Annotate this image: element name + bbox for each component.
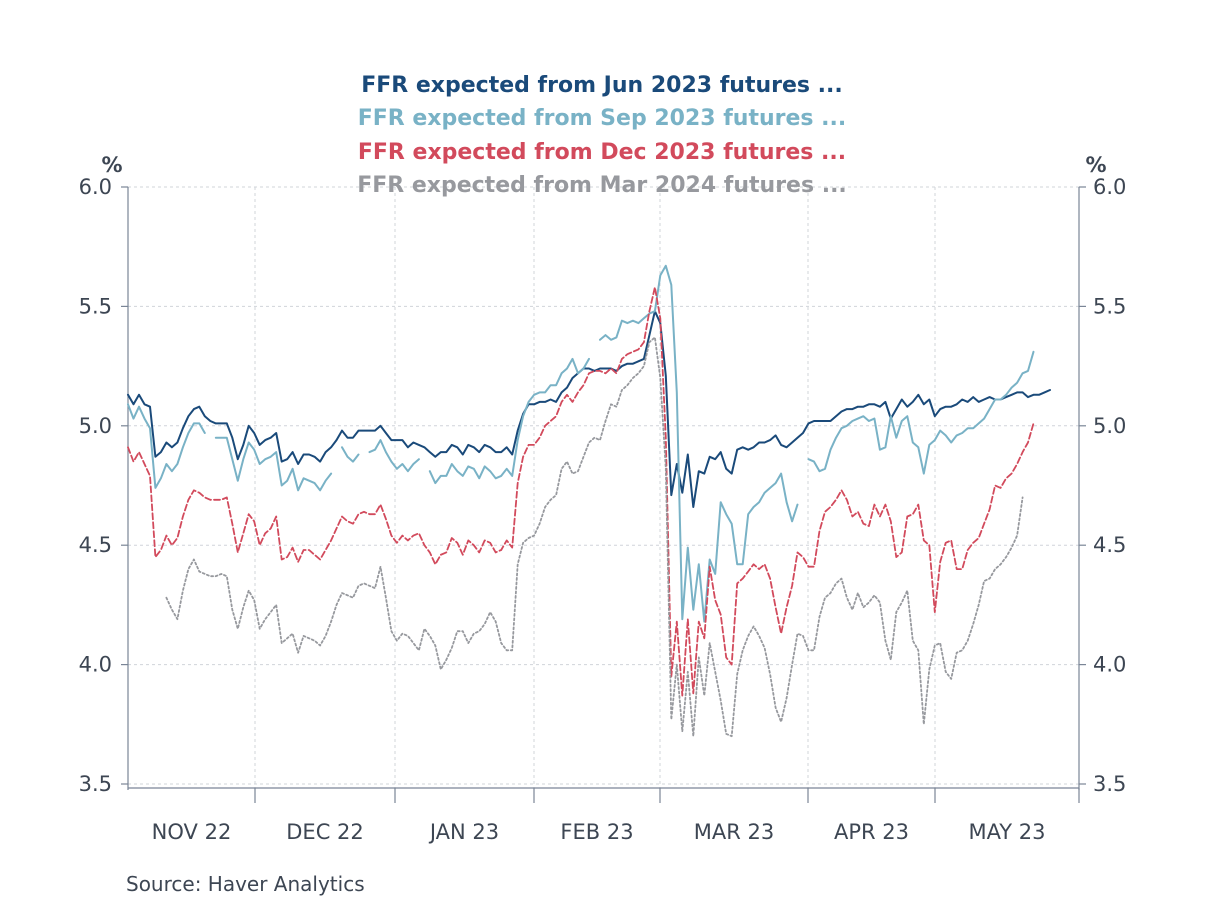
series-line-1 [127,264,1035,623]
legend-entry-sep-2023: FFR expected from Sep 2023 futures ... [358,106,847,131]
y-tick-label-left: 3.5 [79,772,112,796]
left-axis-unit: % [101,153,122,177]
y-tick-label-left: 5.5 [79,294,112,318]
y-tick-label-right: 5.5 [1093,294,1126,318]
series-line-2 [127,286,1035,697]
legend-entry-dec-2023: FFR expected from Dec 2023 futures ... [358,140,846,165]
x-tick-label: NOV 22 [152,820,232,844]
x-tick-label: JAN 23 [428,820,499,844]
right-axis-unit: % [1085,153,1106,177]
x-tick-label: FEB 23 [560,820,633,844]
y-tick-label-right: 6.0 [1093,175,1126,199]
y-tick-label-right: 4.5 [1093,533,1126,557]
y-tick-label-left: 6.0 [79,175,112,199]
x-tick-label: APR 23 [834,820,909,844]
y-tick-label-left: 5.0 [79,414,112,438]
y-tick-label-left: 4.5 [79,533,112,557]
x-tick-label: MAY 23 [968,820,1045,844]
series-line-3 [165,336,1024,738]
y-tick-label-right: 5.0 [1093,414,1126,438]
y-tick-label-right: 4.0 [1093,653,1126,677]
legend-entry-mar-2024: FFR expected from Mar 2024 futures ... [357,173,847,198]
x-tick-label: MAR 23 [694,820,774,844]
legend: FFR expected from Jun 2023 futures ... F… [357,73,847,198]
y-tick-label-left: 4.0 [79,653,112,677]
x-tick-label: DEC 22 [286,820,364,844]
gridlines [128,186,1079,788]
y-tick-label-right: 3.5 [1093,772,1126,796]
y-tick-labels: 6.0 6.0 5.5 5.5 5.0 5.0 4.5 4.5 4.0 4.0 3.5 3.5 [79,175,1127,796]
series-lines [127,264,1051,738]
legend-entry-jun-2023: FFR expected from Jun 2023 futures ... [361,73,843,98]
series-line-0 [127,310,1051,508]
source-note: Source: Haver Analytics [126,872,365,896]
x-tick-labels: NOV 22 DEC 22 JAN 23 FEB 23 MAR 23 APR 23 MAY … [152,788,1080,844]
